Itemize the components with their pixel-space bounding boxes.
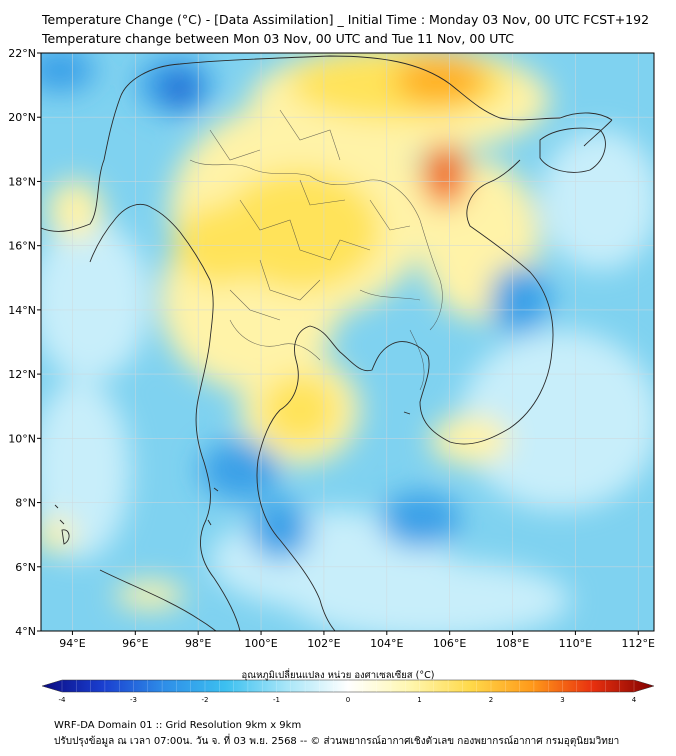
admin-borders [189,109,443,391]
field-patch [430,415,510,465]
field-patch [41,220,150,380]
colorbar-tick-label: 2 [489,696,493,704]
mainland-coastline [41,55,613,631]
field-patch [250,500,310,560]
colorbar-tick-label: 3 [560,696,564,704]
field-patch [175,205,265,285]
field-patch [200,440,280,500]
field-patch [380,492,460,548]
coastlines [41,55,613,631]
lon-tick-label: 94°E [59,637,85,650]
field-patch [423,143,467,207]
lat-tick-label: 14°N [8,304,36,317]
lon-tick-label: 108°E [496,637,529,650]
lon-tick-label: 104°E [370,637,403,650]
longitude-axis: 94°E 96°E 98°E 100°E 102°E 104°E 106°E 108°E 110… [59,631,655,650]
map-frame [40,52,655,632]
field-patch [290,560,570,631]
lat-tick-label: 20°N [8,111,36,124]
temperature-field [41,53,654,631]
colorbar-tick-label: -1 [273,696,280,704]
map-subtitle: Temperature change between Mon 03 Nov, 0… [42,31,515,46]
field-patch [540,130,654,270]
field-patch [395,55,485,105]
lon-tick-label: 96°E [122,637,148,650]
lat-tick-label: 4°N [15,625,36,638]
lat-tick-label: 8°N [15,497,36,510]
lon-tick-label: 102°E [307,637,340,650]
lon-tick-label: 110°E [559,637,592,650]
lon-tick-label: 100°E [244,637,277,650]
map-title: Temperature Change (°C) - [Data Assimila… [42,12,650,27]
lat-tick-label: 16°N [8,240,36,253]
colorbar-label: อุณหภูมิเปลี่ยนแปลง หน่วย องศาเซลเซียส (… [241,670,435,681]
colorbar-tick-label: 0 [346,696,350,704]
sumatra-coast [99,569,217,631]
field-patch [115,581,185,609]
colorbar-segments [61,680,635,692]
field-patch [47,180,103,240]
field-patch [41,380,130,560]
colorbar-ticks: -4 -3 -2 -1 0 1 2 3 4 [59,696,637,704]
field-patch [41,517,75,553]
colorbar-tick-label: 4 [632,696,637,704]
field-patch [41,53,95,92]
lat-tick-label: 10°N [8,432,36,445]
field-patch [164,72,196,108]
andaman-coast [89,204,181,263]
field-patch [460,330,654,510]
latitude-axis: 22°N 20°N 18°N 16°N 14°N 12°N 10°N 8°N 6°N 4°N [8,47,41,638]
lat-tick-label: 12°N [8,368,36,381]
footer-model-info: WRF-DA Domain 01 :: Grid Resolution 9km … [54,720,302,731]
colorbar-tick-label: 1 [417,696,421,704]
small-islands [54,411,411,545]
lat-tick-label: 6°N [15,561,36,574]
lon-tick-label: 98°E [185,637,211,650]
field-patch [262,375,338,445]
field-patch [490,265,550,335]
colorbar-tick-label: -4 [59,696,67,704]
lat-tick-label: 22°N [8,47,36,60]
colorbar-tick-label: -2 [202,696,209,704]
colorbar-tick-label: -3 [130,696,137,704]
lon-tick-label: 106°E [433,637,466,650]
footer-credit: ปรับปรุงข้อมูล ณ เวลา 07:00น. วัน จ. ที่… [54,736,620,747]
hainan-island [539,127,606,173]
colorbar: -4 -3 -2 -1 0 1 2 3 4 [41,679,655,704]
lat-tick-label: 18°N [8,175,36,188]
lon-tick-label: 112°E [622,637,655,650]
